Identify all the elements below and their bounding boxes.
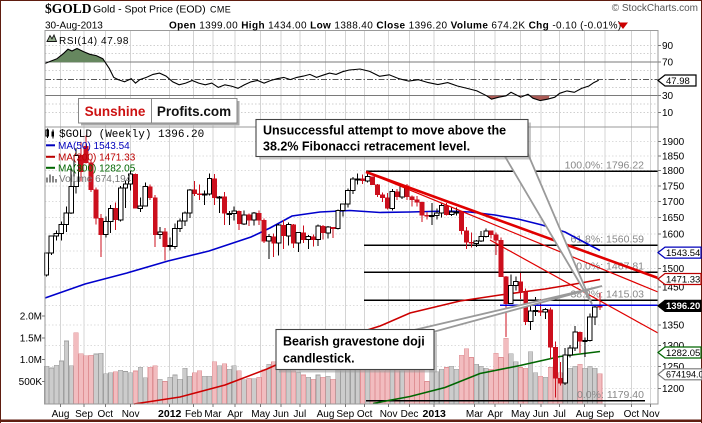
svg-text:Unsuccessful attempt to move a: Unsuccessful attempt to move above the: [263, 124, 506, 138]
svg-text:1200: 1200: [662, 384, 685, 395]
svg-text:1350: 1350: [662, 321, 685, 332]
svg-text:Profits.com: Profits.com: [157, 104, 231, 119]
svg-text:May: May: [511, 409, 530, 420]
svg-text:38.2% Fibonacci retracement le: 38.2% Fibonacci retracement level.: [263, 140, 470, 154]
svg-text:2.0M: 2.0M: [20, 312, 42, 323]
svg-text:1282.05: 1282.05: [666, 348, 700, 359]
svg-text:2012: 2012: [158, 408, 182, 420]
svg-text:674194.0: 674194.0: [666, 370, 702, 380]
svg-text:Sep: Sep: [75, 409, 93, 420]
svg-text:Feb: Feb: [185, 409, 203, 420]
svg-text:Open 1399.00 High 1434.00 Low: Open 1399.00 High 1434.00 Low 1388.40 Cl…: [169, 21, 622, 32]
svg-text:Sep: Sep: [336, 409, 354, 420]
svg-text:50.0%: 1467.81: 50.0%: 1467.81: [570, 260, 644, 272]
svg-text:90: 90: [662, 41, 674, 52]
svg-text:1800: 1800: [662, 166, 685, 177]
svg-text:Jul: Jul: [293, 409, 306, 420]
svg-text:30: 30: [662, 91, 674, 102]
svg-text:100.0%: 1796.22: 100.0%: 1796.22: [565, 159, 645, 171]
svg-text:1.0M: 1.0M: [20, 355, 42, 366]
svg-text:Aug: Aug: [317, 409, 335, 420]
svg-text:Sep: Sep: [596, 409, 614, 420]
svg-text:1600: 1600: [662, 229, 685, 240]
svg-text:2013: 2013: [423, 408, 447, 420]
svg-text:Nov: Nov: [122, 409, 140, 420]
svg-text:Nov: Nov: [380, 409, 398, 420]
svg-text:Apr: Apr: [487, 409, 503, 420]
svg-text:1450: 1450: [662, 282, 685, 293]
svg-text:500K: 500K: [19, 377, 43, 388]
svg-text:30-Aug-2013: 30-Aug-2013: [45, 21, 103, 32]
svg-text:1850: 1850: [662, 151, 685, 162]
svg-text:© StockCharts.com: © StockCharts.com: [612, 3, 698, 14]
svg-text:1500: 1500: [662, 264, 685, 275]
svg-text:MA(200) 1471.33: MA(200) 1471.33: [58, 152, 136, 163]
svg-text:1750: 1750: [662, 181, 685, 192]
svg-text:10: 10: [662, 108, 674, 119]
svg-text:$GOLD (Weekly) 1396.20: $GOLD (Weekly) 1396.20: [59, 129, 204, 141]
svg-text:0.0%: 1179.40: 0.0%: 1179.40: [577, 389, 644, 401]
svg-text:Aug: Aug: [52, 409, 70, 420]
svg-text:$GOLD: $GOLD: [45, 1, 92, 16]
svg-text:Bearish gravestone doji: Bearish gravestone doji: [283, 335, 425, 349]
svg-text:Aug: Aug: [576, 409, 594, 420]
svg-text:47.98: 47.98: [666, 76, 690, 87]
svg-text:1650: 1650: [662, 213, 685, 224]
svg-text:Jul: Jul: [553, 409, 566, 420]
svg-text:1.5M: 1.5M: [20, 333, 42, 344]
svg-text:1471.33: 1471.33: [666, 274, 700, 285]
svg-text:Gold - Spot Price (EOD): Gold - Spot Price (EOD): [93, 4, 206, 16]
svg-text:Oct: Oct: [357, 409, 373, 420]
svg-text:1250: 1250: [662, 362, 685, 373]
svg-text:Mar: Mar: [204, 409, 222, 420]
svg-text:RSI(14) 47.98: RSI(14) 47.98: [59, 36, 129, 47]
svg-text:CME: CME: [210, 5, 231, 15]
svg-text:Sunshine: Sunshine: [85, 104, 146, 119]
svg-text:70: 70: [662, 58, 674, 69]
svg-text:Dec: Dec: [401, 409, 419, 420]
svg-text:1900: 1900: [662, 137, 685, 148]
svg-text:MA(50) 1543.54: MA(50) 1543.54: [58, 141, 130, 152]
svg-text:Apr: Apr: [227, 409, 243, 420]
svg-text:1543.54: 1543.54: [666, 248, 700, 259]
svg-text:May: May: [251, 409, 270, 420]
svg-text:Oct: Oct: [624, 409, 640, 420]
svg-text:candlestick.: candlestick.: [283, 352, 355, 366]
svg-text:Nov: Nov: [642, 409, 660, 420]
svg-text:Jun: Jun: [533, 409, 549, 420]
svg-text:Volume 674,194: Volume 674,194: [59, 174, 132, 185]
svg-text:Jun: Jun: [273, 409, 289, 420]
svg-text:Mar: Mar: [466, 409, 484, 420]
svg-text:Oct: Oct: [98, 409, 114, 420]
svg-text:1396.20: 1396.20: [666, 301, 700, 312]
svg-text:MA(300) 1282.05: MA(300) 1282.05: [58, 163, 136, 174]
svg-text:61.8%: 1560.59: 61.8%: 1560.59: [570, 233, 644, 245]
svg-text:1700: 1700: [662, 197, 685, 208]
